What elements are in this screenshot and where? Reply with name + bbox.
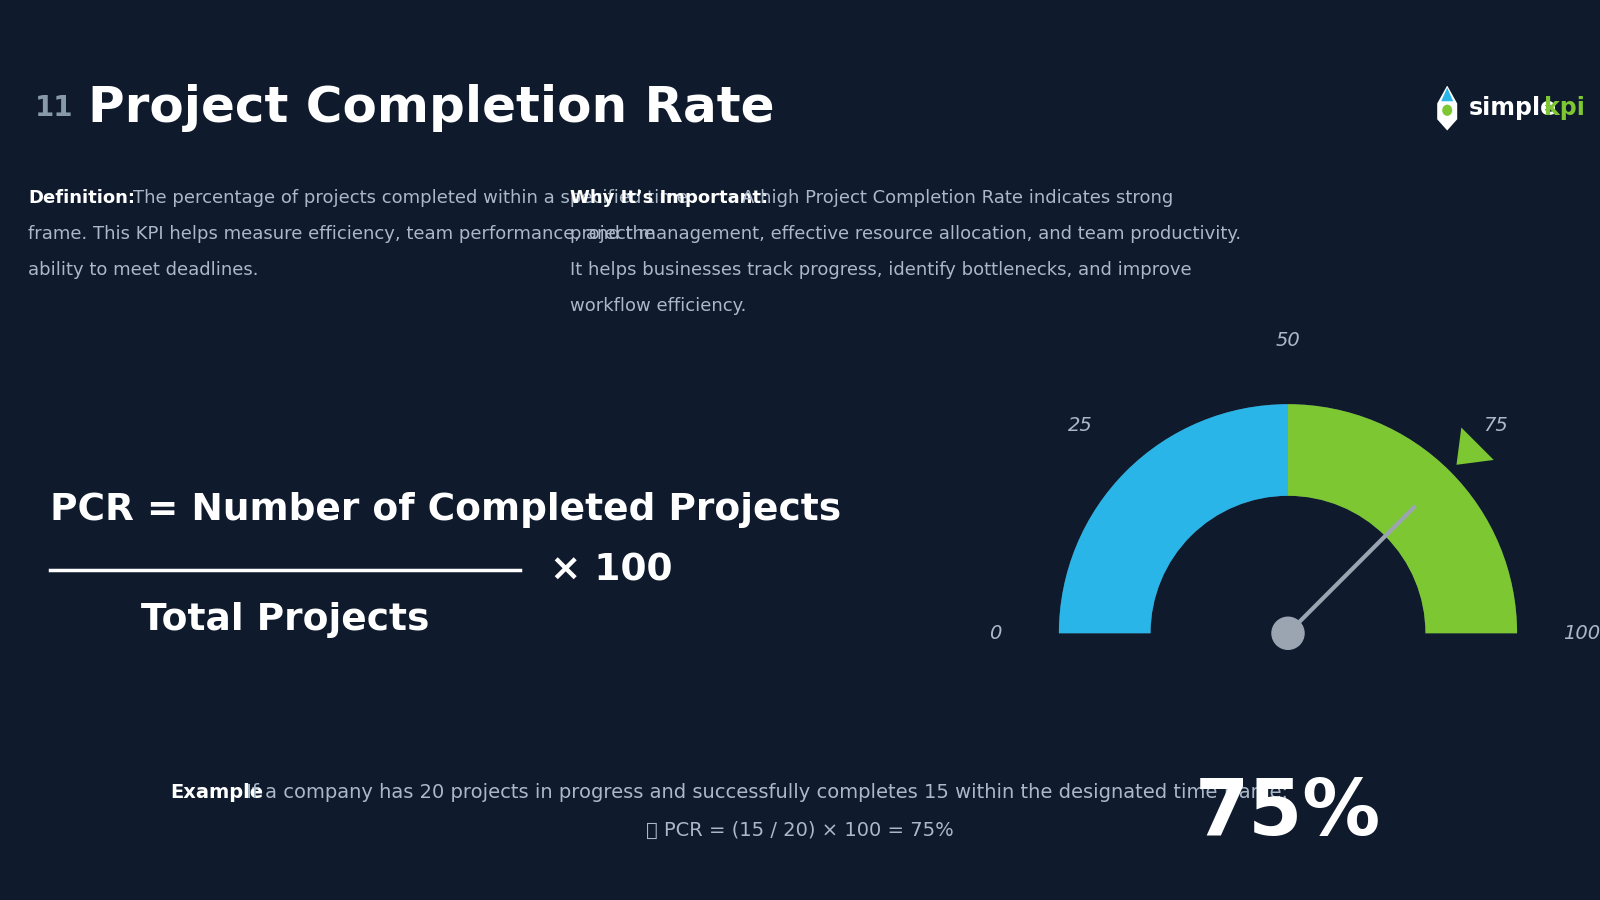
Text: workflow efficiency.: workflow efficiency. [570, 297, 746, 315]
Text: It helps businesses track progress, identify bottlenecks, and improve: It helps businesses track progress, iden… [570, 261, 1192, 279]
Text: frame. This KPI helps measure efficiency, team performance, and the: frame. This KPI helps measure efficiency… [29, 225, 654, 243]
Text: 0: 0 [989, 624, 1002, 643]
Polygon shape [1442, 88, 1453, 102]
Wedge shape [1059, 404, 1288, 634]
Text: PCR = Number of Completed Projects: PCR = Number of Completed Projects [50, 492, 842, 528]
Wedge shape [1059, 404, 1517, 634]
Text: × 100: × 100 [550, 553, 672, 589]
Text: Definition:: Definition: [29, 189, 134, 207]
Text: simple: simple [1469, 96, 1557, 120]
Text: 100: 100 [1563, 624, 1600, 643]
Text: 75%: 75% [1195, 775, 1381, 851]
Text: Why It’s Important:: Why It’s Important: [570, 189, 768, 207]
Text: If a company has 20 projects in progress and successfully completes 15 within th: If a company has 20 projects in progress… [240, 783, 1288, 802]
Text: kpi: kpi [1544, 96, 1586, 120]
Text: 50: 50 [1275, 330, 1301, 349]
Text: 📌 PCR = (15 / 20) × 100 = 75%: 📌 PCR = (15 / 20) × 100 = 75% [646, 821, 954, 840]
Text: 11: 11 [35, 94, 74, 122]
Polygon shape [1456, 428, 1494, 464]
Text: A high Project Completion Rate indicates strong: A high Project Completion Rate indicates… [742, 189, 1173, 207]
Text: 75: 75 [1483, 417, 1507, 436]
Text: 25: 25 [1069, 417, 1093, 436]
Text: Total Projects: Total Projects [141, 602, 429, 638]
Polygon shape [1437, 86, 1458, 130]
Circle shape [1442, 104, 1453, 116]
Wedge shape [1288, 404, 1517, 634]
Text: The percentage of projects completed within a specified time: The percentage of projects completed wit… [133, 189, 688, 207]
Text: Project Completion Rate: Project Completion Rate [88, 84, 774, 132]
Circle shape [1272, 617, 1304, 649]
Text: project management, effective resource allocation, and team productivity.: project management, effective resource a… [570, 225, 1242, 243]
Text: ability to meet deadlines.: ability to meet deadlines. [29, 261, 259, 279]
Text: Example: Example [170, 783, 262, 802]
